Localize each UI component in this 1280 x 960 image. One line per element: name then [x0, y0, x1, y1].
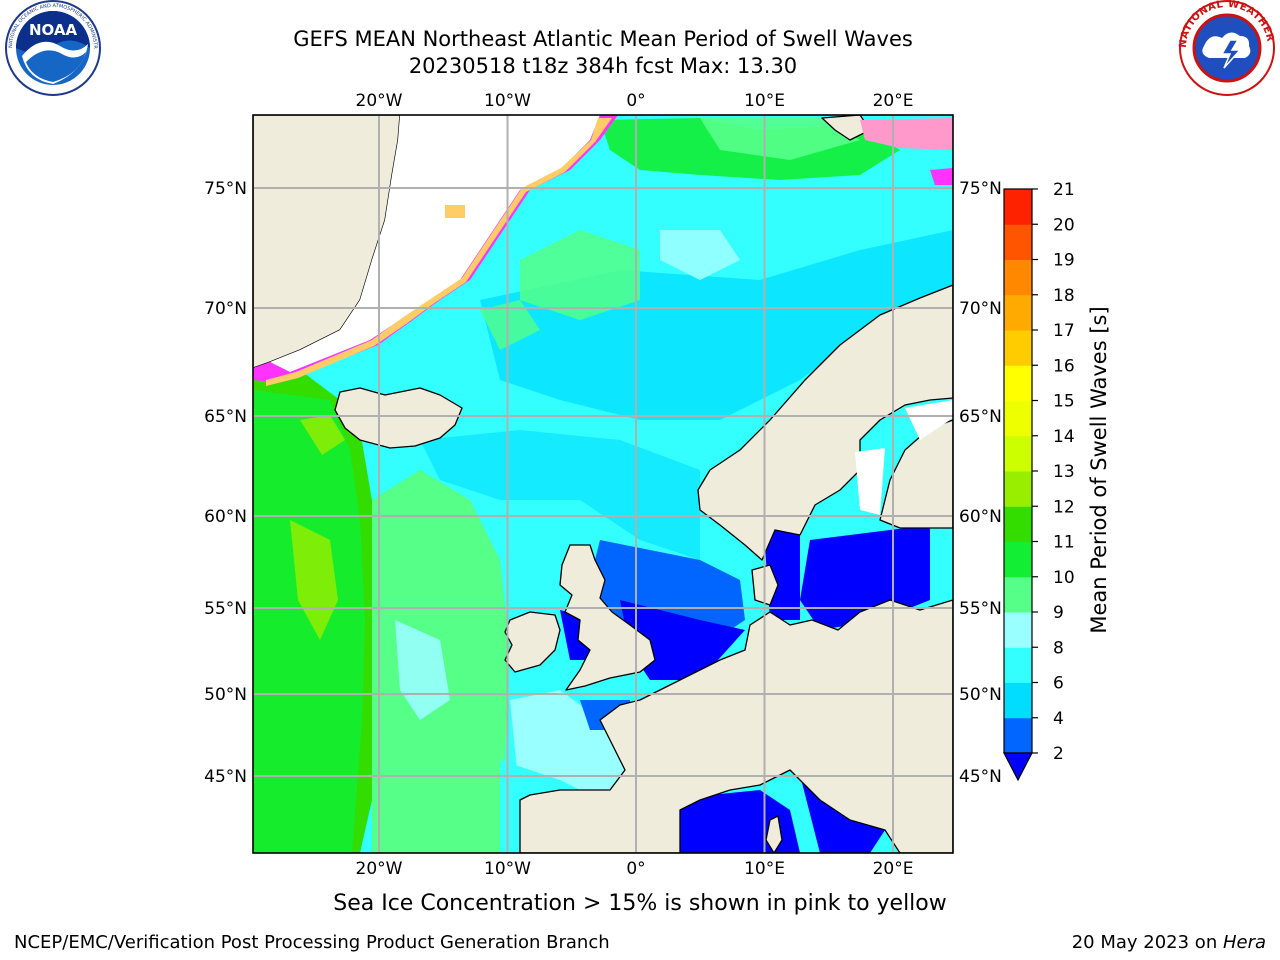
noaa-logo-text: NOAA	[29, 21, 78, 39]
nws-logo-ring: NATIONAL WEATHER SERVICE	[0, 0, 1275, 48]
land-great-britain	[559, 544, 656, 691]
colorbar-segment-0	[1004, 717, 1032, 754]
lon-labels-bottom: 20°W 10°W 0° 10°E 20°E	[356, 859, 914, 879]
credit-text: NCEP/EMC/Verification Post Processing Pr…	[14, 932, 610, 953]
lon-label-bottom-2: 0°	[626, 859, 645, 879]
lat-label-left-2: 55°N	[204, 599, 247, 619]
lon-label-top-1: 10°W	[484, 91, 531, 111]
date-text: 20 May 2023 on Hera	[1072, 934, 1266, 952]
colorbar-segment-4	[1004, 576, 1032, 613]
colorbar-segment-14	[1004, 224, 1032, 260]
colorbar-tick-label-14: 19	[1053, 251, 1075, 271]
lat-label-right-5: 70°N	[959, 299, 1002, 319]
colorbar-segment-15	[1004, 189, 1032, 225]
lon-label-bottom-1: 10°W	[484, 859, 531, 879]
lon-labels-top: 20°W 10°W 0° 10°E 20°E	[356, 91, 914, 111]
chart-subtitle: 20230518 t18z 384h fcst Max: 13.30	[408, 54, 798, 78]
colorbar-tick-label-4: 9	[1053, 603, 1064, 623]
colorbar-tick-label-5: 10	[1053, 568, 1075, 588]
colorbar-tick-label-0: 2	[1053, 744, 1064, 764]
lat-labels-left: 45°N 50°N 55°N 60°N 65°N 70°N 75°N	[204, 179, 247, 787]
lat-label-left-3: 60°N	[204, 507, 247, 527]
lon-label-top-0: 20°W	[356, 91, 403, 111]
colorbar-tick-label-12: 17	[1053, 321, 1075, 341]
lon-label-top-2: 0°	[626, 91, 645, 111]
colorbar-segment-2	[1004, 647, 1032, 683]
colorbar-tick-label-3: 8	[1053, 638, 1064, 658]
lat-label-right-4: 65°N	[959, 407, 1002, 427]
colorbar-segment-12	[1004, 294, 1032, 331]
lat-label-left-1: 50°N	[204, 685, 247, 705]
lat-label-right-1: 50°N	[959, 685, 1002, 705]
svg-text:NATIONAL WEATHER SERVICE: NATIONAL WEATHER SERVICE	[0, 0, 1276, 48]
land-scandinavia	[697, 284, 953, 561]
colorbar-label: Mean Period of Swell Waves [s]	[1087, 306, 1111, 633]
colorbar-tick-label-2: 6	[1053, 674, 1064, 694]
lat-label-left-6: 75°N	[204, 179, 247, 199]
colorbar-tick-label-6: 11	[1053, 533, 1075, 553]
lat-label-left-5: 70°N	[204, 299, 247, 319]
graticule	[253, 115, 953, 853]
colorbar-tick-label-15: 20	[1053, 215, 1075, 235]
lat-label-right-0: 45°N	[959, 767, 1002, 787]
sea-ice-footnote: Sea Ice Concentration > 15% is shown in …	[333, 891, 947, 916]
chart-title: GEFS MEAN Northeast Atlantic Mean Period…	[293, 27, 913, 51]
land	[253, 115, 953, 853]
colorbar-tick-label-16: 21	[1053, 180, 1075, 200]
lat-label-right-2: 55°N	[959, 599, 1002, 619]
land-ireland	[504, 611, 561, 673]
colorbar-segment-3	[1004, 612, 1032, 648]
lon-label-bottom-0: 20°W	[356, 859, 403, 879]
lat-labels-right: 45°N 50°N 55°N 60°N 65°N 70°N 75°N	[959, 179, 1002, 787]
lon-label-bottom-4: 20°E	[873, 859, 914, 879]
lon-label-top-4: 20°E	[873, 91, 914, 111]
colorbar-tick-label-10: 15	[1053, 392, 1075, 412]
colorbar-extend-min	[1003, 752, 1033, 782]
sea-ice-open	[270, 115, 600, 372]
colorbar: 2 4 6 8 9 10 11 12 13 14 15 16 17 18 19 20 21	[1003, 180, 1075, 782]
colorbar-segment-13	[1004, 259, 1032, 296]
host-name: Hera	[1222, 932, 1266, 953]
colorbar-segment-11	[1004, 330, 1032, 366]
colorbar-segment-8	[1004, 435, 1032, 472]
colorbar-tick-label-7: 12	[1053, 497, 1075, 517]
sea-ice	[253, 115, 953, 515]
lat-label-right-6: 75°N	[959, 179, 1002, 199]
land-iceland	[334, 387, 463, 449]
colorbar-tick-label-9: 14	[1053, 427, 1075, 447]
colorbar-tick-label-11: 16	[1053, 356, 1075, 376]
colorbar-segment-1	[1004, 682, 1032, 719]
colorbar-tick-label-1: 4	[1053, 709, 1064, 729]
map-frame	[252, 114, 954, 854]
lon-label-bottom-3: 10°E	[744, 859, 785, 879]
lat-label-left-0: 45°N	[204, 767, 247, 787]
colorbar-tick-label-8: 13	[1053, 462, 1075, 482]
lon-label-top-3: 10°E	[744, 91, 785, 111]
colorbar-segment-9	[1004, 400, 1032, 437]
noaa-logo: NOAA NATIONAL OCEANIC AND ATMOSPHERIC AD…	[0, 0, 101, 96]
nws-logo: NATIONAL WEATHER SERVICE	[0, 0, 1276, 96]
colorbar-segment-7	[1004, 471, 1032, 507]
lat-label-right-3: 60°N	[959, 507, 1002, 527]
map-content	[253, 115, 953, 853]
colorbar-segment-10	[1004, 365, 1032, 401]
lat-label-left-4: 65°N	[204, 407, 247, 427]
date-prefix: 20 May 2023 on	[1071, 932, 1223, 953]
colorbar-segment-6	[1004, 506, 1032, 542]
colorbar-segment-5	[1004, 541, 1032, 578]
colorbar-tick-label-13: 18	[1053, 286, 1075, 306]
